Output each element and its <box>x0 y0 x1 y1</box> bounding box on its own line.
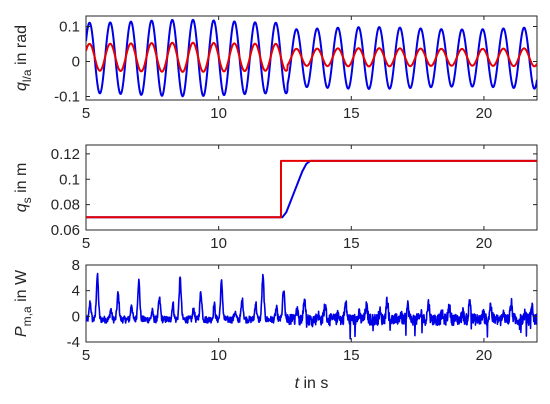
y-axis-label: Pm,a in W <box>13 269 34 337</box>
x-tick-label: 10 <box>210 347 227 364</box>
y-tick-label: 0.12 <box>51 146 80 163</box>
x-tick-label: 5 <box>82 235 90 252</box>
plot-area <box>85 264 538 343</box>
x-tick-label: 15 <box>343 105 360 122</box>
panel-spring-position: 5 10 15 20 0.06 0.08 0.1 0.12 qs in m <box>13 144 538 252</box>
series-group <box>86 18 537 98</box>
x-tick-label: 20 <box>476 105 493 122</box>
y-axis-label: qs in m <box>13 163 34 213</box>
x-tick-label: 15 <box>343 235 360 252</box>
x-tick-label: 20 <box>476 347 493 364</box>
x-axis-label: t in s <box>295 375 329 392</box>
panel-power: 5 10 15 20 -4 0 4 8 Pm,a in W t in s <box>13 257 538 392</box>
y-tick-label: 0 <box>72 54 80 71</box>
y-tick-label: 4 <box>72 283 80 300</box>
y-tick-label: 8 <box>72 257 80 274</box>
x-tick-label: 10 <box>210 235 227 252</box>
x-tick-label: 20 <box>476 235 493 252</box>
x-tick-label: 5 <box>82 105 90 122</box>
plot-area <box>85 144 538 231</box>
series-line-0 <box>86 272 537 340</box>
series-line-1 <box>86 41 537 73</box>
x-tick-label: 15 <box>343 347 360 364</box>
y-tick-label: 0.1 <box>59 171 80 188</box>
tick-group: 5 10 15 20 -0.1 0 0.1 <box>54 16 537 122</box>
series-group <box>86 159 537 219</box>
tick-group: 5 10 15 20 0.06 0.08 0.1 0.12 <box>51 145 537 252</box>
panel-joint-angle: 5 10 15 20 -0.1 0 0.1 ql/a in rad <box>13 15 538 122</box>
plot-area <box>85 15 538 101</box>
y-tick-label: -0.1 <box>54 89 80 106</box>
tick-group: 5 10 15 20 -4 0 4 8 <box>67 257 537 364</box>
series-line-0 <box>86 159 537 219</box>
y-tick-label: 0.1 <box>59 19 80 36</box>
y-tick-label: 0 <box>72 308 80 325</box>
x-tick-label: 5 <box>82 347 90 364</box>
y-tick-label: -4 <box>67 334 80 351</box>
y-axis-label: ql/a in rad <box>13 25 34 91</box>
series-group <box>86 272 537 340</box>
series-line-0 <box>86 18 537 98</box>
x-tick-label: 10 <box>210 105 227 122</box>
y-tick-label: 0.06 <box>51 222 80 239</box>
series-line-1 <box>86 159 537 219</box>
y-tick-label: 0.08 <box>51 197 80 214</box>
